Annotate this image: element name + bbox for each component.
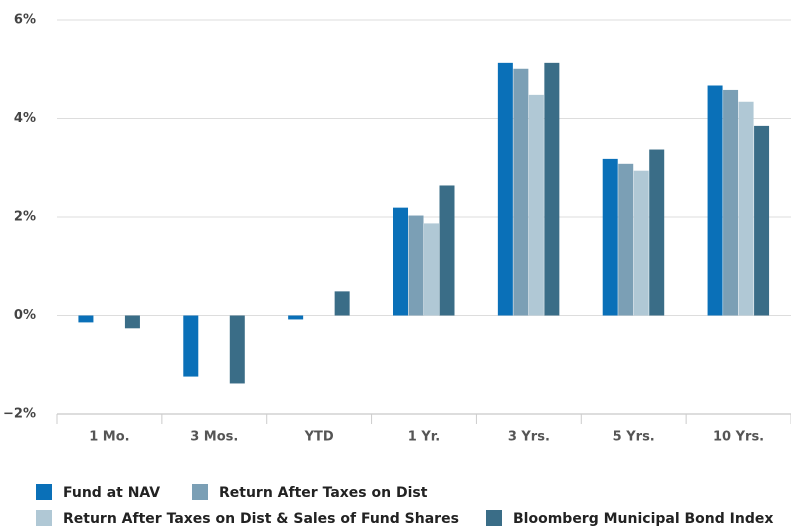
- legend-label: Bloomberg Municipal Bond Index: [513, 511, 773, 527]
- bar: [408, 215, 424, 316]
- bar: [633, 170, 649, 316]
- y-tick-label: −2%: [3, 407, 36, 422]
- bar: [288, 315, 304, 320]
- legend-swatch: [36, 510, 52, 526]
- y-tick-label: 6%: [14, 13, 36, 28]
- legend-label: Return After Taxes on Dist & Sales of Fu…: [63, 511, 459, 527]
- bar: [393, 207, 408, 316]
- y-tick-label: 4%: [14, 111, 36, 126]
- bar: [229, 315, 245, 384]
- bar: [738, 101, 754, 316]
- legend-swatch: [486, 510, 502, 526]
- x-tick-label: 3 Mos.: [190, 430, 238, 445]
- x-tick-label: 1 Mo.: [89, 430, 129, 445]
- bar: [183, 315, 199, 377]
- bar: [707, 85, 723, 316]
- bar: [497, 62, 513, 316]
- bar: [649, 149, 665, 316]
- x-tick-label: 1 Yr.: [408, 430, 440, 445]
- bar: [513, 68, 529, 316]
- bar: [544, 62, 560, 316]
- bar: [602, 158, 618, 316]
- bar: [78, 315, 94, 323]
- bar: [334, 291, 350, 316]
- x-tick-label: 10 Yrs.: [713, 430, 764, 445]
- y-tick-label: 2%: [14, 210, 36, 225]
- bar: [618, 163, 634, 316]
- legend-swatch: [192, 484, 208, 500]
- bar: [424, 223, 439, 316]
- x-tick-label: 5 Yrs.: [613, 430, 655, 445]
- x-tick-label: 3 Yrs.: [508, 430, 550, 445]
- bar: [528, 94, 544, 316]
- bar: [124, 315, 140, 329]
- bar: [723, 89, 739, 316]
- legend-label: Fund at NAV: [63, 485, 160, 501]
- x-tick-label: YTD: [304, 430, 334, 445]
- legend-swatch: [36, 484, 52, 500]
- y-tick-label: 0%: [14, 308, 36, 323]
- bar: [439, 185, 455, 316]
- bar: [754, 125, 770, 316]
- legend-label: Return After Taxes on Dist: [219, 485, 428, 501]
